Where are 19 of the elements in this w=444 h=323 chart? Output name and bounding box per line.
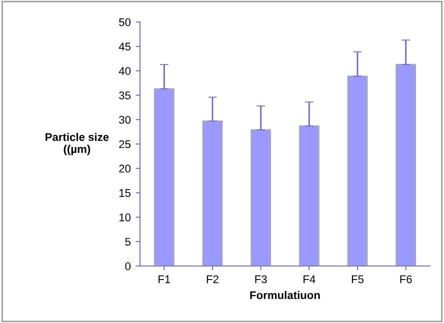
x-tick-label: F2: [206, 275, 218, 284]
x-tick-label: F3: [255, 275, 267, 284]
y-tick-label: 10: [119, 213, 131, 222]
y-axis-title: Particle size ((µm): [46, 132, 109, 156]
y-tick-label: 15: [119, 189, 131, 197]
y-tick-label: 25: [119, 140, 131, 148]
y-tick-label: 20: [119, 164, 131, 173]
x-tick-label: F4: [304, 275, 316, 284]
y-tick-label: 30: [119, 116, 131, 124]
x-axis-title: Formulatiuon: [250, 290, 320, 300]
x-tick-label: F6: [400, 275, 412, 284]
y-tick-label: 50: [119, 18, 131, 26]
x-tick-label: F1: [158, 275, 170, 284]
y-tick-label: 0: [125, 262, 131, 270]
y-tick-label: 5: [125, 238, 131, 246]
y-tick-label: 40: [118, 67, 131, 75]
y-tick-label: 35: [119, 91, 131, 100]
x-tick-label: F5: [352, 275, 364, 284]
y-tick-label: 45: [118, 42, 131, 51]
